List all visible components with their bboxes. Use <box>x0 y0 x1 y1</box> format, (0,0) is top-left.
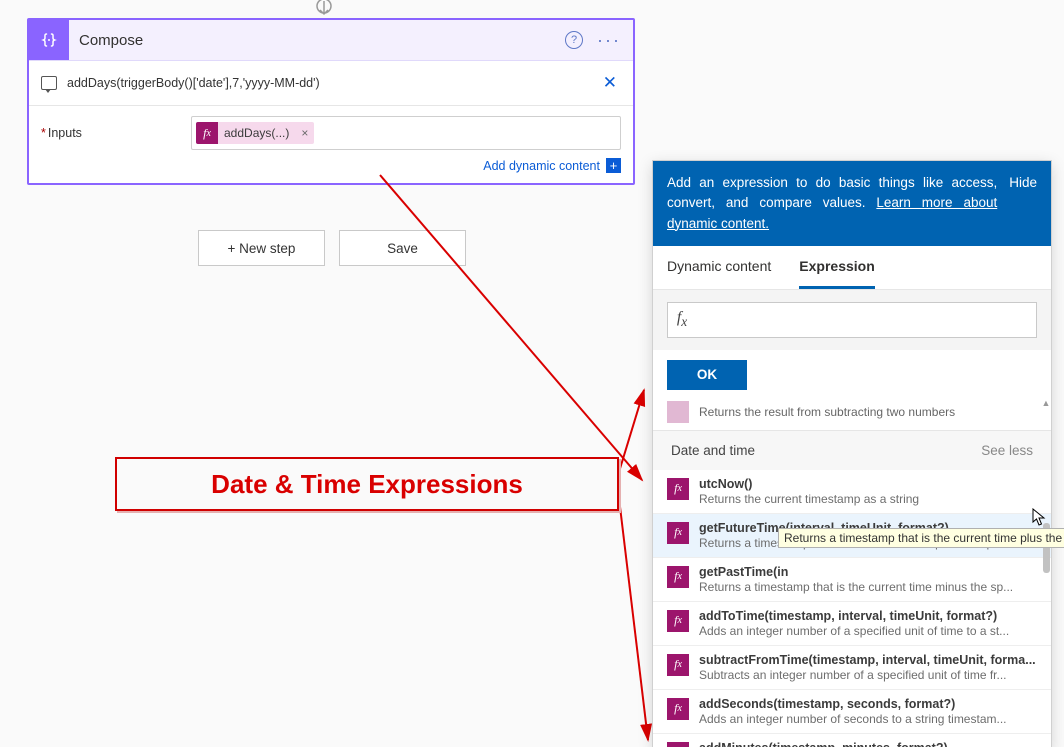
function-items: fx utcNow()Returns the current timestamp … <box>653 470 1051 747</box>
help-icon[interactable]: ? <box>565 31 583 49</box>
function-description: Adds an integer number of a specified un… <box>699 624 1037 638</box>
tooltip-text: Returns a timestamp that is the current … <box>784 531 1062 545</box>
function-description: Returns the current timestamp as a strin… <box>699 492 1037 506</box>
function-signature: utcNow() <box>699 477 1037 491</box>
annotation-callout-text: Date & Time Expressions <box>211 469 523 500</box>
section-title: Date and time <box>671 443 755 458</box>
flow-buttons: + New step Save <box>198 230 466 266</box>
fx-prefix-icon: fx <box>668 309 696 330</box>
flyout-hint: Add an expression to do basic things lik… <box>667 173 997 234</box>
close-expression-icon[interactable]: ✕ <box>599 73 621 93</box>
expression-info-bar: addDays(triggerBody()['date'],7,'yyyy-MM… <box>29 61 633 106</box>
function-item-partial[interactable]: Returns the result from subtracting two … <box>653 398 1051 431</box>
see-less-link[interactable]: See less <box>981 443 1033 458</box>
fx-icon: fx <box>667 610 689 632</box>
add-dynamic-content-row: Add dynamic content + <box>29 156 633 183</box>
remove-token-icon[interactable]: × <box>295 126 314 140</box>
compose-header[interactable]: Compose ? ··· <box>29 20 633 61</box>
fx-icon: fx <box>667 698 689 720</box>
function-list: ▲ Returns the result from subtracting tw… <box>653 398 1051 747</box>
function-text: addSeconds(timestamp, seconds, format?)A… <box>699 697 1037 726</box>
fx-icon: fx <box>667 478 689 500</box>
add-dynamic-content-plus-icon[interactable]: + <box>606 158 621 173</box>
function-item[interactable]: fx utcNow()Returns the current timestamp … <box>653 470 1051 514</box>
tooltip: Returns a timestamp that is the current … <box>778 528 1064 548</box>
inputs-row: *Inputs fx addDays(...) × <box>29 106 633 156</box>
more-menu-icon[interactable]: ··· <box>597 31 621 49</box>
function-signature: addSeconds(timestamp, seconds, format?) <box>699 697 1037 711</box>
fx-icon: fx <box>667 522 689 544</box>
annotation-callout: Date & Time Expressions <box>115 457 619 511</box>
fx-icon: fx <box>667 654 689 676</box>
token-label: addDays(...) <box>218 126 295 140</box>
function-text: addMinutes(timestamp, minutes, format?)A… <box>699 741 1037 747</box>
function-text: addToTime(timestamp, interval, timeUnit,… <box>699 609 1037 638</box>
ok-button[interactable]: OK <box>667 360 747 390</box>
function-partial-desc: Returns the result from subtracting two … <box>699 405 955 419</box>
tab-expression[interactable]: Expression <box>799 246 874 289</box>
compose-action-card: Compose ? ··· addDays(triggerBody()['dat… <box>27 18 635 185</box>
expression-token[interactable]: fx addDays(...) × <box>196 122 314 144</box>
comment-icon <box>41 76 57 90</box>
fx-icon: fx <box>196 122 218 144</box>
save-button[interactable]: Save <box>339 230 466 266</box>
function-signature: addToTime(timestamp, interval, timeUnit,… <box>699 609 1037 623</box>
scroll-up-arrow-icon[interactable]: ▲ <box>1041 398 1051 408</box>
expression-flyout: Add an expression to do basic things lik… <box>652 160 1052 747</box>
new-step-button[interactable]: + New step <box>198 230 325 266</box>
fx-icon <box>667 401 689 423</box>
function-text: subtractFromTime(timestamp, interval, ti… <box>699 653 1037 682</box>
function-signature: getPastTime(in <box>699 565 1037 579</box>
function-text: utcNow()Returns the current timestamp as… <box>699 477 1037 506</box>
fx-input-container: fx <box>653 290 1051 350</box>
function-description: Subtracts an integer number of a specifi… <box>699 668 1037 682</box>
compose-braces-icon <box>29 20 69 60</box>
fx-icon: fx <box>667 566 689 588</box>
function-item[interactable]: fx addToTime(timestamp, interval, timeUni… <box>653 602 1051 646</box>
expression-text: addDays(triggerBody()['date'],7,'yyyy-MM… <box>67 76 599 90</box>
flyout-tabs: Dynamic content Expression <box>653 246 1051 290</box>
tab-dynamic-content[interactable]: Dynamic content <box>667 246 771 289</box>
function-item[interactable]: fx addSeconds(timestamp, seconds, format?… <box>653 690 1051 734</box>
function-text: getPastTime(inReturns a timestamp that i… <box>699 565 1037 594</box>
function-signature: addMinutes(timestamp, minutes, format?) <box>699 741 1037 747</box>
cursor-icon <box>1032 508 1048 528</box>
function-item[interactable]: fx subtractFromTime(timestamp, interval, … <box>653 646 1051 690</box>
hide-flyout-link[interactable]: Hide <box>1009 173 1037 193</box>
function-description: Returns a timestamp that is the current … <box>699 580 1037 594</box>
function-item[interactable]: fx getPastTime(inReturns a timestamp that… <box>653 558 1051 602</box>
inputs-label-text: Inputs <box>48 126 82 140</box>
fx-expression-input[interactable]: fx <box>667 302 1037 338</box>
compose-title: Compose <box>69 32 565 49</box>
function-item[interactable]: fx addMinutes(timestamp, minutes, format?… <box>653 734 1051 747</box>
function-description: Adds an integer number of seconds to a s… <box>699 712 1037 726</box>
fx-icon: fx <box>667 742 689 747</box>
inputs-field[interactable]: fx addDays(...) × <box>191 116 621 150</box>
add-dynamic-content-link[interactable]: Add dynamic content <box>483 159 600 173</box>
function-signature: subtractFromTime(timestamp, interval, ti… <box>699 653 1037 667</box>
section-date-time[interactable]: Date and time See less <box>653 431 1051 470</box>
inputs-label: *Inputs <box>41 126 191 140</box>
flyout-header: Add an expression to do basic things lik… <box>653 161 1051 246</box>
